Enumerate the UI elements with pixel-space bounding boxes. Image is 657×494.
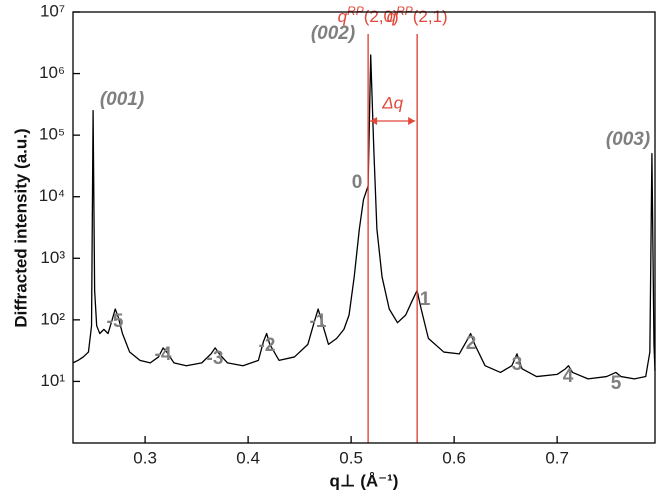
y-tick-label: 10⁷	[40, 1, 65, 20]
peak-label: -5	[107, 311, 124, 332]
peak-label: -1	[310, 311, 327, 332]
x-tick-label: 0.6	[442, 448, 466, 467]
reference-symbol: q	[338, 7, 348, 26]
peak-label: 2	[466, 333, 477, 354]
peak-label: 3	[512, 354, 523, 375]
peak-label: 4	[563, 366, 574, 387]
reference-sup: RP	[347, 4, 364, 18]
arrow-head	[370, 117, 378, 125]
peak-label: -4	[155, 344, 172, 365]
x-tick-label: 0.5	[339, 448, 363, 467]
peak-label: (001)	[100, 89, 144, 110]
peak-label: 5	[611, 373, 622, 394]
plot-frame	[72, 11, 656, 444]
y-tick-label: 10⁴	[39, 186, 65, 205]
peak-label: -3	[207, 348, 224, 369]
x-axis-title: q⊥ (Å⁻¹)	[330, 471, 399, 490]
x-tick-label: 0.4	[236, 448, 260, 467]
reference-sup: RP	[396, 4, 413, 18]
y-tick-label: 10²	[40, 309, 65, 328]
intensity-line	[72, 54, 656, 380]
peak-label: 1	[420, 289, 431, 310]
x-tick-label: 0.7	[545, 448, 569, 467]
x-tick-label: 0.3	[133, 448, 157, 467]
peak-label: (003)	[606, 129, 650, 150]
delta-label: Δq	[381, 93, 403, 112]
reference-label: qRP(2,1)	[387, 4, 448, 26]
y-tick-label: 10³	[40, 248, 65, 267]
y-tick-label: 10⁶	[39, 63, 65, 82]
reference-args: (2,1)	[413, 7, 448, 26]
y-tick-label: 10¹	[40, 371, 65, 390]
y-tick-label: 10⁵	[39, 125, 65, 144]
reference-symbol: q	[387, 7, 397, 26]
arrow-head	[408, 117, 416, 125]
y-axis-title: Diffracted intensity (a.u.)	[11, 128, 30, 327]
peak-label: 0	[352, 172, 363, 193]
peak-label: -2	[259, 335, 276, 356]
peak-label: (002)	[311, 23, 355, 44]
